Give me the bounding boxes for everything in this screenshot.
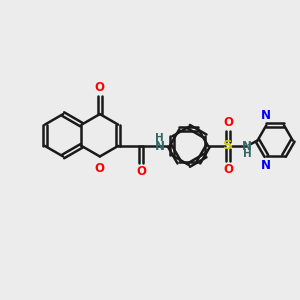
Text: O: O — [136, 165, 146, 178]
Text: S: S — [223, 140, 233, 152]
Text: O: O — [223, 163, 233, 176]
Text: H: H — [243, 149, 252, 159]
Text: N: N — [242, 140, 252, 153]
Text: N: N — [154, 140, 164, 153]
Text: N: N — [260, 109, 270, 122]
Text: N: N — [260, 159, 270, 172]
Text: O: O — [95, 162, 105, 175]
Text: H: H — [155, 133, 164, 143]
Text: O: O — [223, 116, 233, 129]
Text: O: O — [95, 81, 105, 94]
